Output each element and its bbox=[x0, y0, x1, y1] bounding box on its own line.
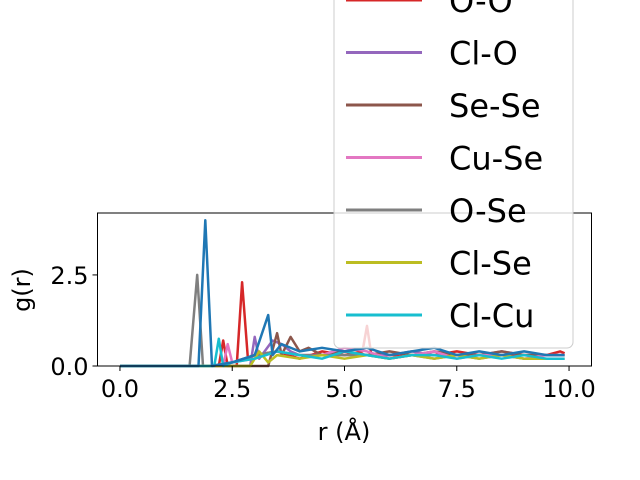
series-line-unlabeled-7 bbox=[120, 219, 565, 368]
x-tick-label: 0.0 bbox=[101, 375, 139, 403]
x-tick-label: 5.0 bbox=[325, 375, 363, 403]
x-tick-label: 2.5 bbox=[213, 375, 251, 403]
legend-label-o-o: O-O bbox=[449, 0, 513, 20]
series-line-cl-cu bbox=[120, 337, 565, 368]
x-axis-label: r (Å) bbox=[318, 417, 371, 446]
legend-label-cl-se: Cl-Se bbox=[449, 245, 532, 283]
legend-label-cl-cu: Cl-Cu bbox=[449, 297, 534, 335]
y-tick-label: 0.0 bbox=[50, 353, 88, 381]
x-axis: 0.0 2.5 5.0 7.5 10.0 bbox=[101, 366, 596, 403]
x-tick-label: 7.5 bbox=[438, 375, 476, 403]
legend-label-cu-se: Cu-Se bbox=[449, 140, 543, 178]
legend-label-o-se: O-Se bbox=[449, 192, 527, 230]
legend: O-O Cl-O Se-Se Cu-Se O-Se Cl-Se Cl-Cu bbox=[333, 0, 574, 349]
legend-frame bbox=[333, 0, 574, 349]
y-axis: 0.0 2.5 bbox=[50, 262, 98, 381]
legend-label-cl-o: Cl-O bbox=[449, 35, 518, 73]
legend-label-se-se: Se-Se bbox=[449, 87, 541, 125]
x-tick-label: 10.0 bbox=[542, 375, 595, 403]
y-tick-label: 2.5 bbox=[50, 262, 88, 290]
y-axis-label: g(r) bbox=[8, 268, 36, 312]
